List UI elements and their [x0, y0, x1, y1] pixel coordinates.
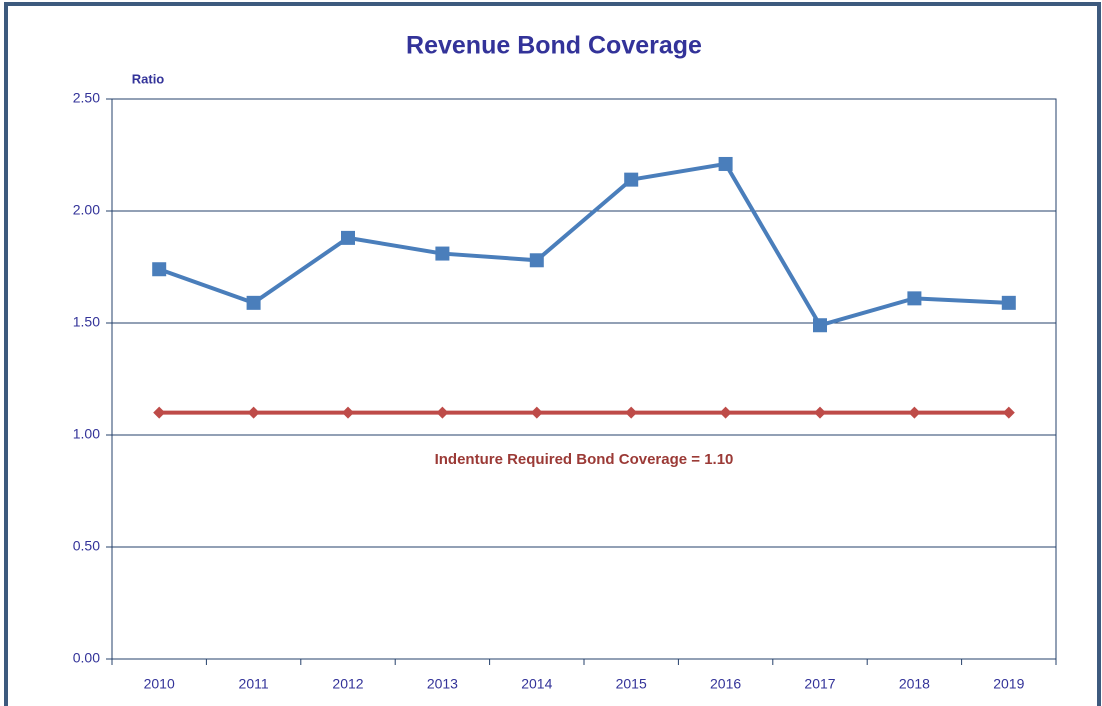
marker: [246, 295, 261, 310]
marker: [341, 230, 355, 245]
x-tick-label: 2016: [710, 676, 741, 692]
x-tick-label: 2014: [521, 676, 552, 692]
marker: [719, 406, 732, 419]
marker: [813, 318, 827, 333]
x-tick-label: 2017: [804, 676, 835, 692]
annotation: Indenture Required Bond Coverage = 1.10: [435, 451, 734, 468]
marker: [247, 406, 260, 419]
marker: [1002, 406, 1015, 419]
marker: [908, 406, 921, 419]
marker: [153, 406, 166, 419]
chart-title: Revenue Bond Coverage: [406, 32, 702, 60]
series-line: [158, 161, 1009, 328]
marker: [718, 156, 733, 171]
x-tick-label: 2011: [239, 676, 269, 692]
y-tick-label: 0.50: [73, 538, 100, 554]
marker: [624, 172, 639, 187]
y-tick-label: 1.00: [73, 426, 100, 442]
marker: [625, 406, 638, 419]
marker: [436, 406, 449, 419]
y-tick-label: 1.50: [73, 314, 100, 330]
marker: [529, 253, 544, 268]
x-tick-label: 2015: [616, 676, 647, 692]
y-tick-label: 0.00: [73, 650, 100, 666]
marker: [152, 262, 167, 277]
frame: [4, 2, 1101, 706]
marker: [814, 406, 826, 419]
marker: [530, 406, 543, 419]
marker: [435, 246, 450, 261]
marker: [342, 406, 354, 419]
x-tick-label: 2012: [332, 676, 363, 692]
y-axis-label: Ratio: [132, 71, 165, 86]
y-tick-label: 2.00: [73, 202, 100, 218]
x-tick-label: 2018: [899, 676, 930, 692]
y-tick-label: 2.50: [73, 90, 100, 106]
x-tick-label: 2019: [993, 676, 1024, 692]
x-tick-label: 2010: [144, 676, 175, 692]
marker: [1001, 295, 1016, 310]
x-tick-label: 2013: [427, 676, 458, 692]
plot-border: [111, 98, 1057, 660]
marker: [907, 291, 922, 306]
